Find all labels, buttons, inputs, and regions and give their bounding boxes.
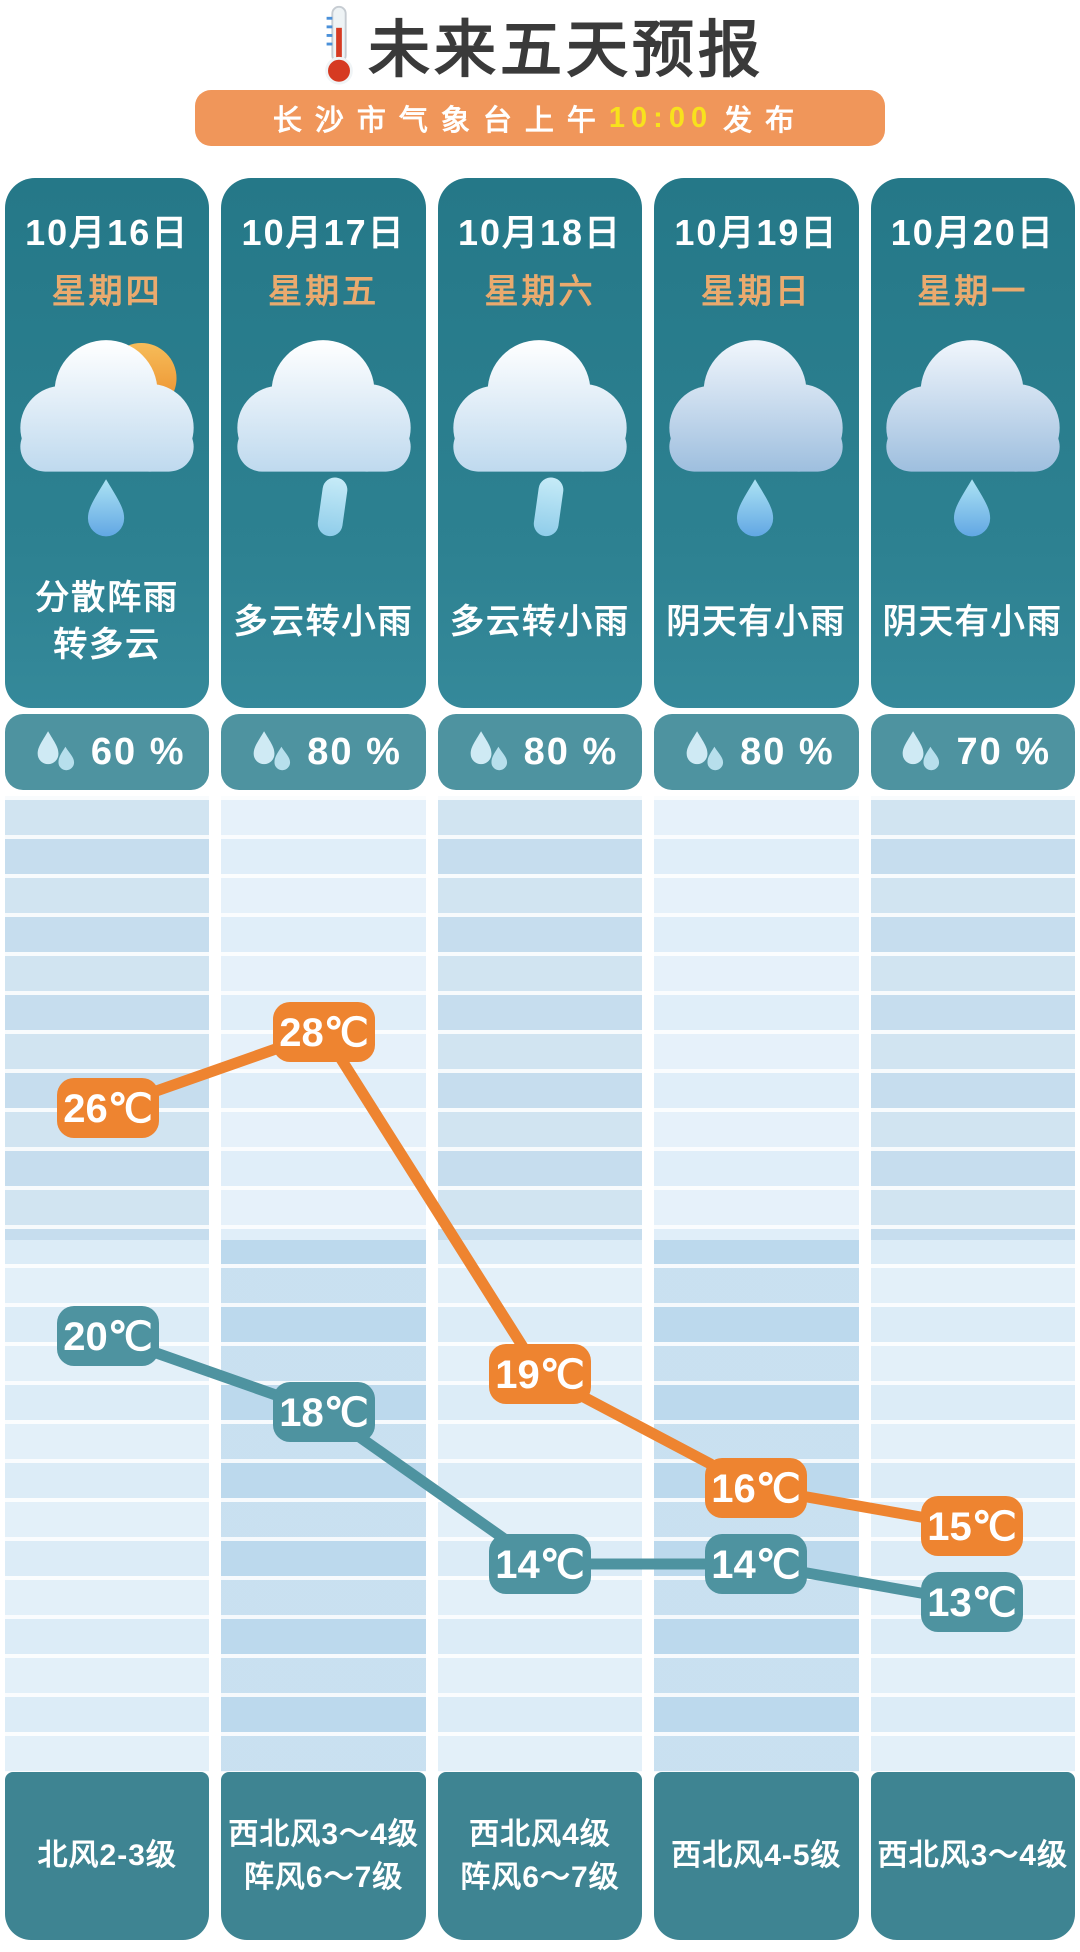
high-temp-label: 15℃ xyxy=(921,1496,1023,1556)
humidity-row: 60 % 80 % 80 % 80 % 70 % xyxy=(0,714,1080,790)
svg-text:14℃: 14℃ xyxy=(711,1543,800,1587)
wind-line: 西北风4级 xyxy=(469,1817,611,1851)
desc-line: 转多云 xyxy=(53,626,162,664)
low-temp-label: 14℃ xyxy=(489,1534,591,1594)
low-temp-label: 13℃ xyxy=(921,1572,1023,1632)
low-temp-label: 20℃ xyxy=(57,1306,159,1366)
weather-description: 阴天有小雨 xyxy=(666,574,846,670)
svg-text:18℃: 18℃ xyxy=(279,1391,368,1435)
weekday-label: 星期四 xyxy=(51,273,163,311)
svg-text:13℃: 13℃ xyxy=(927,1581,1016,1625)
raindrops-icon xyxy=(903,731,940,771)
chart-column-bg xyxy=(221,796,426,1772)
wind-line: 阵风6～7级 xyxy=(243,1861,404,1894)
wind-card: 北风2-3级 xyxy=(5,1772,210,1940)
wind-card: 西北风3～4级 阵风6～7级 xyxy=(221,1772,426,1940)
high-temp-label: 19℃ xyxy=(489,1344,591,1404)
raindrops-icon xyxy=(253,731,291,771)
wind-card: 西北风4级 阵风6～7级 xyxy=(437,1772,643,1940)
weather-description: 分散阵雨 转多云 xyxy=(35,574,179,670)
chart-column-bg xyxy=(437,796,643,1772)
desc-line: 分散阵雨 xyxy=(35,579,180,618)
banner-suffix: 发布 xyxy=(723,105,808,137)
svg-text:26℃: 26℃ xyxy=(63,1087,152,1131)
high-temp-label: 16℃ xyxy=(705,1458,807,1518)
raindrops-icon xyxy=(686,731,724,771)
svg-text:28℃: 28℃ xyxy=(279,1011,368,1055)
svg-text:16℃: 16℃ xyxy=(711,1467,800,1511)
wind-line: 阵风6～7级 xyxy=(460,1861,620,1894)
chart-column-bg xyxy=(654,796,859,1772)
wind-row: 北风2-3级 西北风3～4级 阵风6～7级 西北风4级 阵风6～7级 西北风4-… xyxy=(0,1772,1080,1940)
day-card: 10月18日 星期六 多云转小雨 xyxy=(437,178,643,708)
raindrops-icon xyxy=(470,731,507,771)
date-label: 10月16日 xyxy=(25,212,190,253)
weather-description: 阴天有小雨 xyxy=(883,574,1063,670)
weekday-label: 星期日 xyxy=(700,273,812,311)
overcast-light-rain-icon xyxy=(873,319,1073,547)
chart-column-bg xyxy=(5,796,210,1772)
desc-line: 多云转小雨 xyxy=(233,602,414,641)
svg-text:14℃: 14℃ xyxy=(495,1543,584,1587)
humidity-value: 80 % xyxy=(307,730,402,773)
wind-line: 西北风3～4级 xyxy=(228,1817,419,1851)
banner-time: 10:00 xyxy=(608,101,714,134)
weather-description: 多云转小雨 xyxy=(234,574,414,670)
svg-text:20℃: 20℃ xyxy=(63,1315,152,1359)
date-label: 10月20日 xyxy=(890,212,1055,253)
temperature-chart-area: 26℃ 28℃ 19℃ 16℃ 15℃ 20℃ 18℃ 14℃ 14℃ 13℃ xyxy=(0,796,1080,1772)
weekday-label: 星期一 xyxy=(917,273,1029,311)
humidity-value: 80 % xyxy=(523,730,619,773)
thermometer-icon xyxy=(325,5,353,85)
humidity-card: 70 % xyxy=(870,714,1075,790)
day-cards-row: 10月16日 星期四 分散阵雨 转多云 10月17日 星期五 多云转小雨 10月… xyxy=(0,178,1080,708)
wind-line: 西北风3～4级 xyxy=(877,1839,1068,1873)
day-card: 10月19日 星期日 阴天有小雨 xyxy=(654,178,859,708)
low-temp-label: 18℃ xyxy=(273,1382,375,1442)
desc-line: 多云转小雨 xyxy=(449,602,630,641)
date-label: 10月17日 xyxy=(241,212,406,253)
issue-banner: 长沙市气象台上午 10:00 发布 xyxy=(195,90,885,146)
high-temp-line xyxy=(102,1026,978,1532)
wind-line: 北风2-3级 xyxy=(37,1839,177,1873)
low-temp-label: 14℃ xyxy=(705,1534,807,1594)
svg-text:19℃: 19℃ xyxy=(495,1353,584,1397)
temperature-line-chart: 26℃ 28℃ 19℃ 16℃ 15℃ 20℃ 18℃ 14℃ 14℃ 13℃ xyxy=(57,1002,1023,1632)
cloudy-light-rain-icon xyxy=(440,319,640,547)
partly-cloudy-rain-icon xyxy=(7,319,207,547)
humidity-value: 60 % xyxy=(90,730,186,773)
high-temp-label: 26℃ xyxy=(57,1078,159,1138)
date-label: 10月18日 xyxy=(457,212,623,253)
weekday-label: 星期六 xyxy=(484,273,596,311)
date-label: 10月19日 xyxy=(674,212,839,253)
cloudy-light-rain-icon xyxy=(224,319,424,547)
humidity-card: 80 % xyxy=(221,714,426,790)
humidity-card: 80 % xyxy=(654,714,859,790)
weekday-label: 星期五 xyxy=(268,273,380,311)
desc-line: 阴天有小雨 xyxy=(882,602,1063,641)
day-card: 10月20日 星期一 阴天有小雨 xyxy=(870,178,1075,708)
weather-description: 多云转小雨 xyxy=(450,574,630,670)
header: 未来五天预报 xyxy=(0,0,1080,88)
banner-prefix: 长沙市气象台上午 xyxy=(272,105,609,137)
day-card: 10月16日 星期四 分散阵雨 转多云 xyxy=(5,178,210,708)
raindrops-icon xyxy=(37,731,74,771)
humidity-card: 80 % xyxy=(437,714,643,790)
wind-card: 西北风4-5级 xyxy=(654,1772,859,1940)
day-card: 10月17日 星期五 多云转小雨 xyxy=(221,178,426,708)
high-temp-label: 28℃ xyxy=(273,1002,375,1062)
wind-line: 西北风4-5级 xyxy=(671,1839,842,1873)
humidity-value: 80 % xyxy=(740,730,835,773)
chart-background-columns xyxy=(0,796,1080,1772)
desc-line: 阴天有小雨 xyxy=(666,602,847,641)
page-title: 未来五天预报 xyxy=(367,16,764,85)
wind-card: 西北风3～4级 xyxy=(870,1772,1075,1940)
overcast-light-rain-icon xyxy=(656,319,856,547)
humidity-card: 60 % xyxy=(5,714,210,790)
humidity-value: 70 % xyxy=(956,730,1052,773)
svg-text:15℃: 15℃ xyxy=(927,1505,1016,1549)
